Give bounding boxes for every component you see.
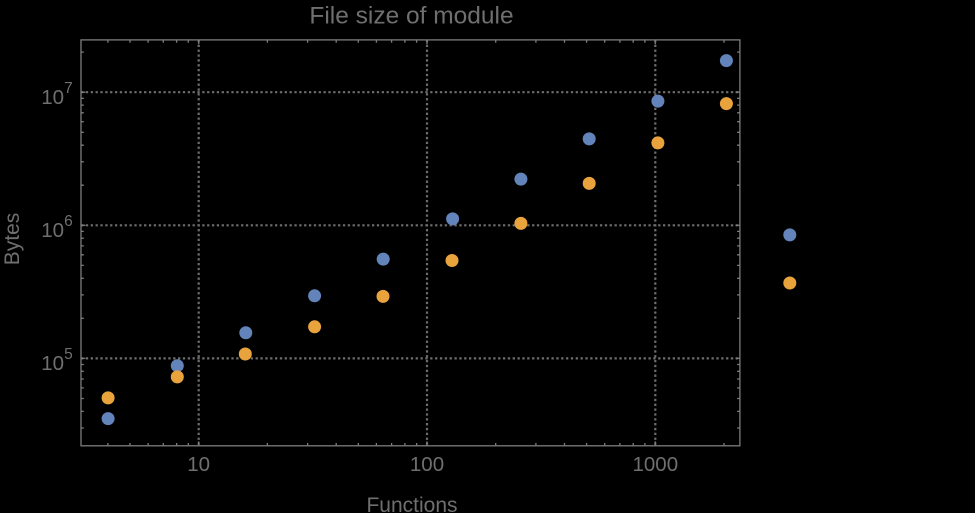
svg-text:File size of module: File size of module [309, 3, 513, 30]
svg-text:106: 106 [41, 213, 72, 242]
svg-text:1000: 1000 [632, 453, 678, 476]
svg-text:10: 10 [187, 453, 210, 476]
svg-text:Bytes: Bytes [1, 213, 24, 266]
svg-text:100: 100 [410, 453, 444, 476]
svg-text:105: 105 [41, 346, 72, 375]
svg-text:Functions: Functions [366, 494, 457, 513]
svg-text:107: 107 [41, 80, 72, 109]
